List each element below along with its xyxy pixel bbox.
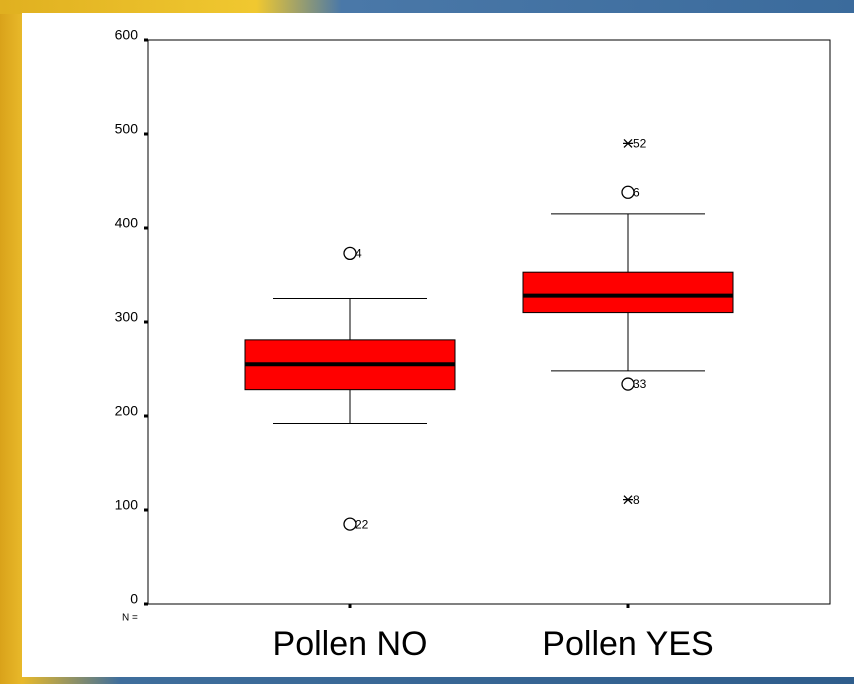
extreme-shape [623, 138, 633, 148]
extreme [623, 495, 633, 505]
outlier [621, 185, 635, 199]
n-label: N = [122, 613, 138, 624]
y-tick-label: 600 [115, 27, 139, 43]
case-label: 22 [355, 517, 369, 531]
y-tick-label: 0 [130, 591, 138, 607]
outlier [343, 246, 357, 261]
case-label: 8 [633, 493, 640, 507]
case-label: 4 [355, 247, 362, 261]
y-tick-label: 100 [115, 497, 139, 513]
outlier [621, 377, 635, 391]
y-tick-label: 300 [115, 309, 139, 325]
plot-frame [147, 39, 831, 605]
extreme-shape [623, 495, 633, 505]
y-tick-label: 500 [115, 121, 139, 137]
case-label: 33 [633, 377, 647, 391]
outlier [343, 517, 357, 531]
extreme [623, 138, 633, 148]
x-tick-label: Pollen NO [273, 625, 428, 663]
x-tick-label: Pollen YES [542, 625, 713, 663]
background [0, 0, 854, 14]
box [522, 271, 734, 314]
y-tick-label: 400 [115, 215, 139, 231]
case-label: 6 [633, 185, 640, 199]
y-tick-label: 200 [115, 403, 139, 419]
case-label: 52 [633, 137, 647, 151]
